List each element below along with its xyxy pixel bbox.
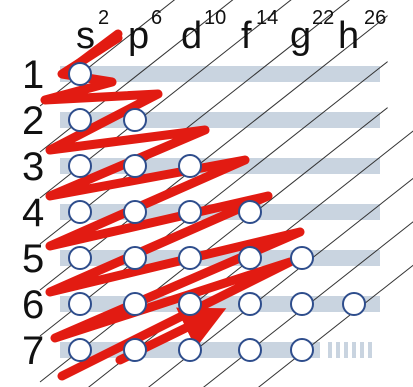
column-capacity-h: 26: [364, 7, 386, 29]
diagonal-guide-6: [39, 61, 388, 337]
row-label-3: 3: [22, 145, 44, 189]
orbital-6d: [178, 292, 202, 316]
orbital-7f: [238, 338, 262, 362]
diagonal-guide-2: [39, 0, 234, 153]
orbital-2s: [68, 108, 92, 132]
orbital-5f: [238, 246, 262, 270]
orbital-5s: [68, 246, 92, 270]
orbital-1s: [68, 62, 92, 86]
row-label-6: 6: [22, 283, 44, 327]
column-header-p: p: [128, 15, 149, 57]
orbital-3s: [68, 154, 92, 178]
orbital-circles: [68, 62, 366, 362]
column-header-h: h: [338, 15, 359, 57]
orbital-5g: [290, 246, 314, 270]
orbital-7p: [123, 338, 147, 362]
band-dash: [336, 342, 340, 358]
column-header-f: f: [241, 15, 252, 57]
orbital-4p: [123, 200, 147, 224]
band-dash: [344, 342, 348, 358]
diagonal-guide-1: [39, 0, 176, 107]
diagonal-guide-3: [39, 0, 292, 199]
orbital-4s: [68, 200, 92, 224]
orbital-3d: [178, 154, 202, 178]
diagonal-guide-4: [39, 0, 350, 245]
orbital-6g: [290, 292, 314, 316]
orbital-3p: [123, 154, 147, 178]
band-dash: [352, 342, 356, 358]
row-label-4: 4: [22, 191, 44, 235]
orbital-5d: [178, 246, 202, 270]
row-labels: 1 2 3 4 5 6 7: [22, 53, 44, 373]
shell-band-1: [60, 66, 380, 82]
row-label-1: 1: [22, 53, 44, 97]
row-label-5: 5: [22, 237, 44, 281]
orbital-7d: [178, 338, 202, 362]
column-capacity-p: 6: [151, 7, 162, 29]
orbital-6s: [68, 292, 92, 316]
column-header-g: g: [290, 15, 311, 57]
column-capacity-s: 2: [98, 7, 109, 29]
diagonal-guide-5: [39, 15, 388, 291]
orbital-2p: [123, 108, 147, 132]
column-capacity-d: 10: [204, 7, 226, 29]
orbital-6h: [342, 292, 366, 316]
orbital-7s: [68, 338, 92, 362]
band-dash: [328, 342, 332, 358]
row-label-2: 2: [22, 99, 44, 143]
row-label-7: 7: [22, 329, 44, 373]
column-header-d: d: [181, 15, 202, 57]
orbital-6f: [238, 292, 262, 316]
column-headers: s 2 p 6 d 10 f 14 g 22 h 26: [76, 7, 386, 57]
diagonal-guide-7: [39, 107, 388, 383]
band-dash: [368, 342, 372, 358]
orbital-7g: [290, 338, 314, 362]
column-capacity-g: 22: [312, 7, 334, 29]
orbital-4f: [238, 200, 262, 224]
band-dash: [360, 342, 364, 358]
orbital-5p: [123, 246, 147, 270]
arrow-zigzag: [40, 33, 305, 381]
column-header-s: s: [76, 15, 95, 57]
column-capacity-f: 14: [256, 7, 278, 29]
orbital-4d: [178, 200, 202, 224]
orbital-6p: [123, 292, 147, 316]
